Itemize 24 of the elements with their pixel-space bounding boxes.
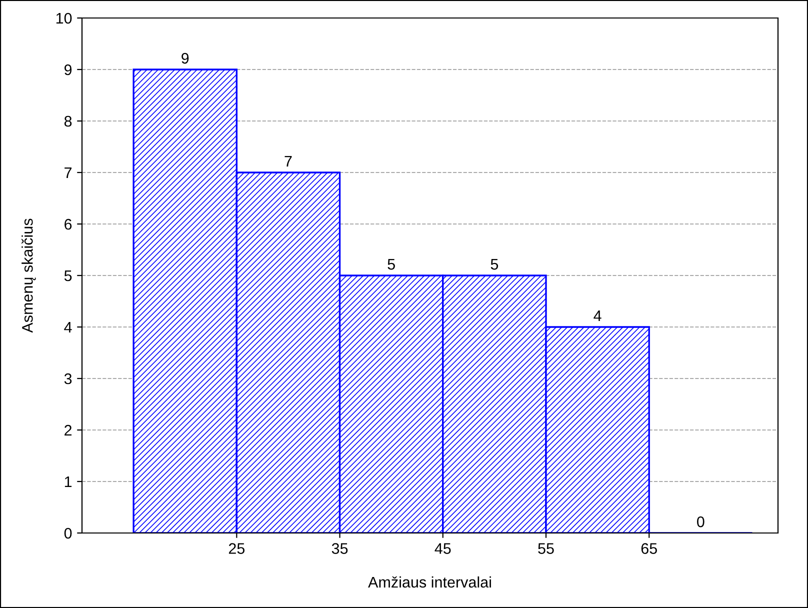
data-label: 0 — [697, 516, 704, 528]
data-label: 7 — [284, 156, 292, 167]
x-axis-title: Amžiaus intervalai — [368, 576, 491, 588]
y-axis-title: Asmenų skaičius — [22, 218, 36, 333]
y-tick-label: 1 — [64, 476, 72, 488]
data-label: 5 — [388, 259, 395, 270]
y-tick-label: 4 — [64, 322, 72, 333]
x-tick-label: 45 — [434, 543, 451, 554]
x-tick-label: 25 — [228, 543, 245, 554]
y-tick-label: 7 — [64, 168, 72, 178]
x-tick-label: 35 — [332, 543, 348, 554]
data-label: 5 — [490, 259, 498, 270]
y-tick-label: 2 — [64, 424, 72, 436]
data-label: 4 — [594, 310, 602, 322]
y-tick-label: 9 — [64, 64, 72, 76]
x-tick-label: 65 — [641, 543, 657, 554]
x-tick-label: 55 — [538, 543, 554, 554]
y-tick-label: 3 — [64, 373, 72, 384]
y-tick-label: 0 — [64, 528, 72, 539]
data-label: 9 — [182, 52, 189, 64]
y-tick-label: 6 — [64, 218, 72, 230]
y-tick-label: 8 — [64, 116, 72, 127]
y-tick-label: 10 — [56, 12, 72, 24]
y-tick-label: 5 — [64, 270, 72, 282]
